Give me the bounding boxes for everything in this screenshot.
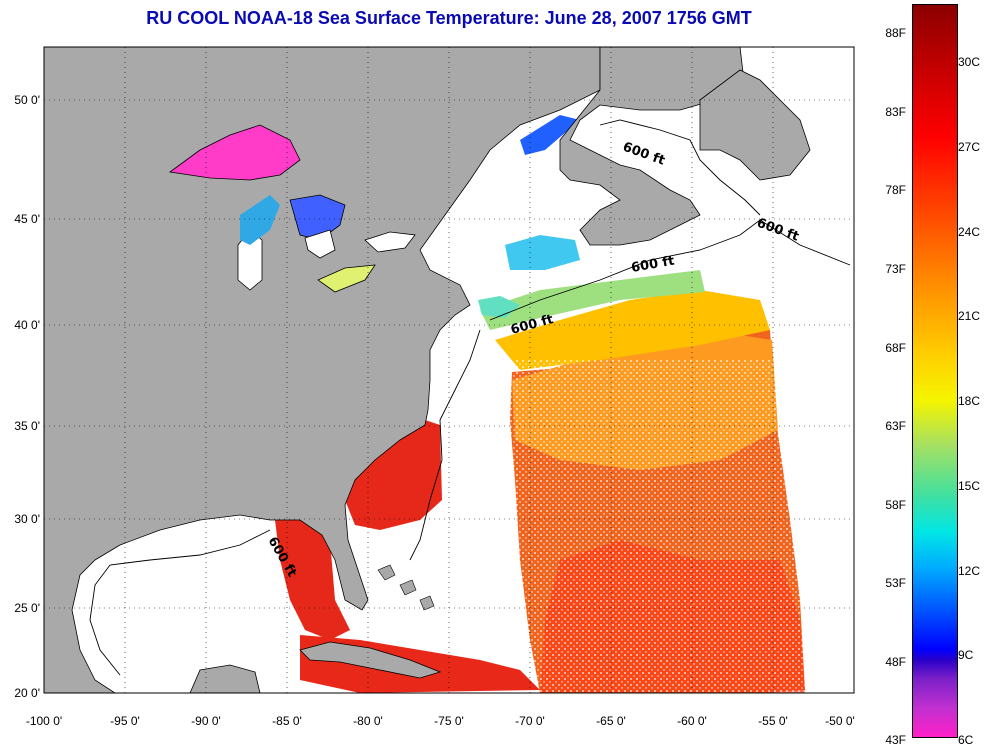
contour-label-600ft: 600 ft	[630, 254, 675, 276]
fahrenheit-label: 73F	[885, 262, 906, 276]
sst-swath-north	[495, 290, 770, 370]
lake-ontario	[364, 231, 416, 253]
lon-label: -90 0'	[191, 714, 221, 728]
lake-superior	[168, 124, 301, 181]
lon-label: -85 0'	[272, 714, 302, 728]
lat-label: 30 0'	[14, 512, 40, 526]
fahrenheit-label: 48F	[885, 655, 906, 669]
lat-label: 35 0'	[14, 419, 40, 433]
lon-label: -65 0'	[596, 714, 626, 728]
celsius-label: 24C	[958, 225, 981, 239]
sst-gulf-maine	[505, 235, 580, 270]
lon-label: -55 0'	[758, 714, 788, 728]
sst-st-lawrence	[520, 115, 580, 155]
lon-label: -50 0'	[825, 714, 855, 728]
lon-label: -80 0'	[353, 714, 383, 728]
lat-label: 50 0'	[14, 93, 40, 107]
lake-erie	[317, 264, 376, 293]
lon-label: -60 0'	[677, 714, 707, 728]
lon-label: -75 0'	[434, 714, 464, 728]
graticule	[44, 47, 854, 693]
lon-label: -95 0'	[110, 714, 140, 728]
sst-swath-slope	[480, 270, 705, 330]
isobath-600ft-canada	[599, 119, 761, 216]
celsius-label: 18C	[958, 394, 981, 408]
lat-label: 20 0'	[14, 686, 40, 700]
fahrenheit-label: 83F	[885, 105, 906, 119]
lake-huron-south	[304, 229, 336, 259]
lake-michigan-north	[240, 195, 280, 245]
celsius-label: 27C	[958, 140, 981, 154]
fahrenheit-label: 43F	[885, 733, 906, 747]
land-yucatan	[189, 664, 261, 693]
celsius-label: 30C	[958, 55, 981, 69]
celsius-label: 9C	[958, 648, 974, 662]
fahrenheit-label: 53F	[885, 576, 906, 590]
sst-southeast-coast	[345, 420, 442, 530]
celsius-label: 15C	[958, 479, 981, 493]
isobath-600ft-gulf	[89, 529, 271, 676]
fahrenheit-label: 78F	[885, 183, 906, 197]
bahamas-islands	[377, 564, 435, 611]
lat-label: 45 0'	[14, 212, 40, 226]
map-title: RU COOL NOAA-18 Sea Surface Temperature:…	[146, 8, 752, 28]
celsius-label: 12C	[958, 564, 981, 578]
map-frame	[43, 46, 855, 694]
lake-huron	[289, 194, 346, 241]
land-atlantic-canada	[559, 47, 746, 246]
celsius-label: 6C	[958, 733, 974, 747]
lon-label: -70 0'	[515, 714, 545, 728]
celsius-label: 21C	[958, 309, 981, 323]
isobath-600ft-shelf	[489, 219, 851, 321]
lon-label: -100 0'	[25, 714, 63, 728]
lat-label: 25 0'	[14, 601, 40, 615]
temperature-colorbar	[912, 4, 958, 738]
lat-label: 40 0'	[14, 318, 40, 332]
fahrenheit-label: 58F	[885, 498, 906, 512]
fahrenheit-label: 68F	[885, 341, 906, 355]
fahrenheit-label: 63F	[885, 419, 906, 433]
fahrenheit-label: 88F	[885, 26, 906, 40]
land-north-america	[44, 47, 601, 693]
land-cuba	[299, 641, 442, 679]
sst-gulf-east	[275, 515, 350, 640]
cloud-speckle	[505, 360, 805, 693]
land-newfoundland	[699, 69, 811, 181]
isobath-600ft-atlantic	[409, 329, 481, 561]
